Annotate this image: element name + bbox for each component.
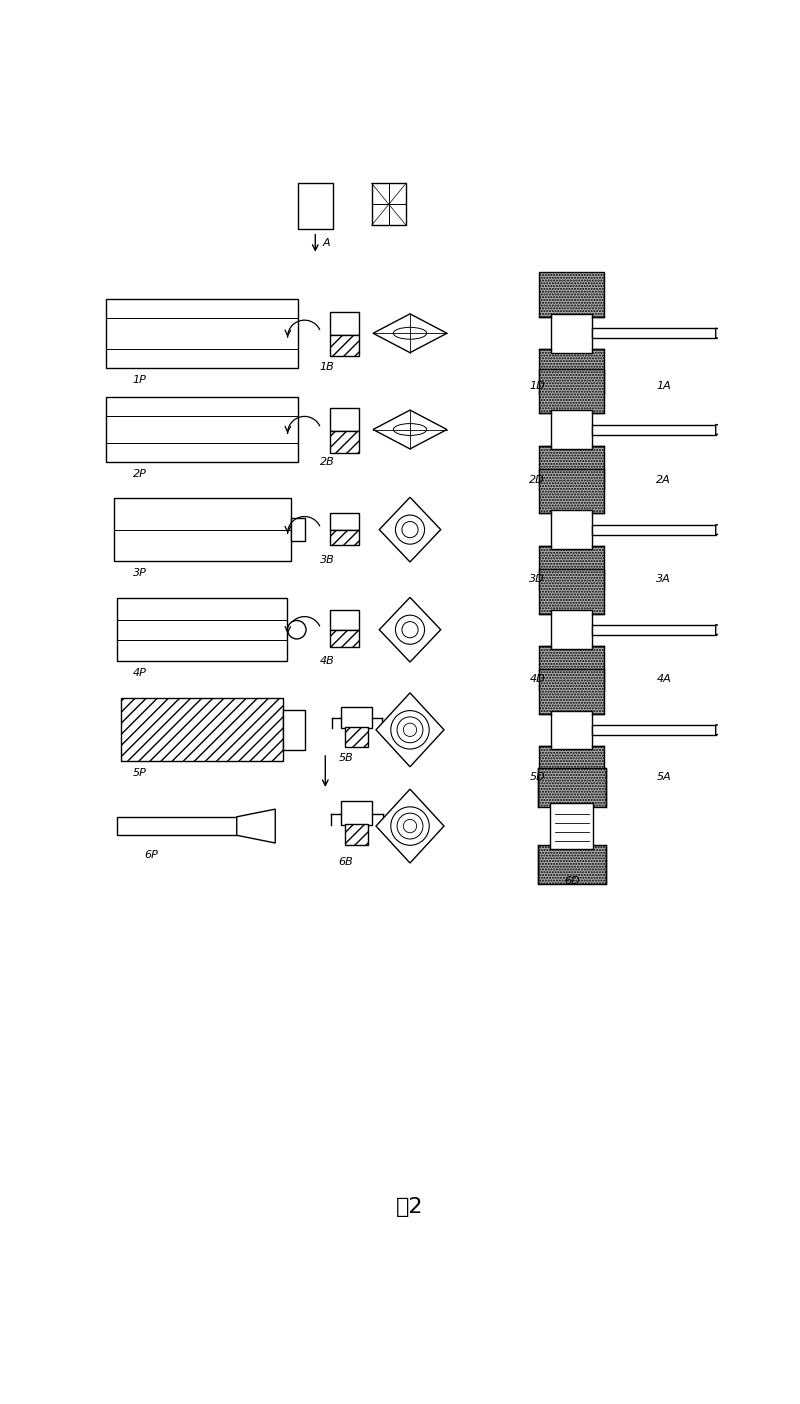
Bar: [550, 803, 594, 849]
Ellipse shape: [394, 327, 426, 340]
Bar: [539, 350, 605, 395]
Bar: [551, 314, 593, 352]
Bar: [330, 409, 359, 431]
Bar: [539, 272, 605, 317]
Bar: [371, 183, 406, 226]
Polygon shape: [716, 424, 733, 434]
Text: 4B: 4B: [320, 656, 334, 665]
Polygon shape: [373, 410, 447, 449]
Circle shape: [397, 813, 423, 840]
Bar: [118, 598, 286, 661]
Circle shape: [390, 807, 430, 845]
Bar: [593, 424, 716, 434]
Bar: [122, 698, 283, 761]
Polygon shape: [376, 789, 444, 863]
Text: 2D: 2D: [530, 476, 545, 486]
Bar: [538, 845, 606, 883]
Bar: [330, 609, 359, 630]
Bar: [551, 410, 593, 449]
Text: A: A: [323, 239, 330, 249]
Bar: [290, 518, 305, 541]
Bar: [539, 668, 605, 713]
Bar: [539, 369, 605, 413]
Bar: [539, 746, 605, 790]
Bar: [539, 546, 605, 591]
Text: 5D: 5D: [530, 772, 545, 782]
Text: 1D: 1D: [530, 380, 545, 390]
Circle shape: [395, 515, 425, 545]
Bar: [106, 397, 298, 462]
Bar: [539, 646, 605, 691]
Text: 1A: 1A: [657, 380, 671, 390]
Bar: [283, 710, 305, 750]
Bar: [551, 710, 593, 750]
Bar: [346, 727, 369, 747]
Bar: [593, 329, 716, 338]
Bar: [330, 529, 359, 545]
Text: 4D: 4D: [530, 674, 545, 684]
Bar: [539, 469, 605, 514]
Polygon shape: [716, 525, 733, 535]
Bar: [330, 512, 359, 529]
Text: 4P: 4P: [133, 668, 146, 678]
Bar: [106, 299, 298, 368]
Circle shape: [390, 710, 430, 748]
Text: 5P: 5P: [133, 768, 146, 778]
Bar: [114, 498, 290, 562]
Bar: [342, 802, 372, 824]
Text: 4A: 4A: [657, 674, 671, 684]
Bar: [539, 445, 605, 490]
Ellipse shape: [394, 424, 426, 435]
Polygon shape: [379, 597, 441, 663]
Bar: [551, 511, 593, 549]
Circle shape: [395, 615, 425, 644]
Polygon shape: [237, 809, 275, 842]
Bar: [593, 724, 716, 734]
Text: 3D: 3D: [530, 574, 545, 584]
Bar: [330, 431, 359, 452]
Polygon shape: [716, 625, 733, 635]
Bar: [330, 312, 359, 334]
Bar: [593, 525, 716, 535]
Text: 5B: 5B: [338, 753, 353, 762]
Bar: [330, 334, 359, 357]
Bar: [551, 611, 593, 649]
Text: 5A: 5A: [657, 772, 671, 782]
Text: 3P: 3P: [133, 567, 146, 578]
Circle shape: [287, 621, 306, 639]
Text: 3A: 3A: [657, 574, 671, 584]
Text: 2P: 2P: [133, 469, 146, 479]
Bar: [538, 768, 606, 807]
Circle shape: [397, 717, 423, 743]
Bar: [593, 625, 716, 635]
Bar: [346, 824, 369, 845]
Bar: [330, 630, 359, 647]
Circle shape: [402, 622, 418, 637]
Text: 3B: 3B: [320, 556, 334, 566]
Polygon shape: [716, 724, 733, 734]
Circle shape: [403, 820, 417, 833]
Text: 6B: 6B: [338, 856, 353, 866]
Polygon shape: [373, 314, 447, 352]
Polygon shape: [379, 497, 441, 562]
Bar: [342, 706, 372, 729]
Bar: [298, 183, 333, 229]
Polygon shape: [716, 329, 733, 338]
Text: 1P: 1P: [133, 375, 146, 385]
Text: 1B: 1B: [320, 362, 334, 372]
Text: 2B: 2B: [320, 456, 334, 468]
Bar: [118, 817, 237, 835]
Polygon shape: [376, 692, 444, 767]
Text: 6D: 6D: [564, 876, 580, 886]
Text: 2A: 2A: [657, 476, 671, 486]
Bar: [539, 569, 605, 614]
Text: 图2: 图2: [396, 1198, 424, 1217]
Text: 6P: 6P: [144, 851, 158, 861]
Circle shape: [402, 521, 418, 538]
Circle shape: [403, 723, 417, 737]
